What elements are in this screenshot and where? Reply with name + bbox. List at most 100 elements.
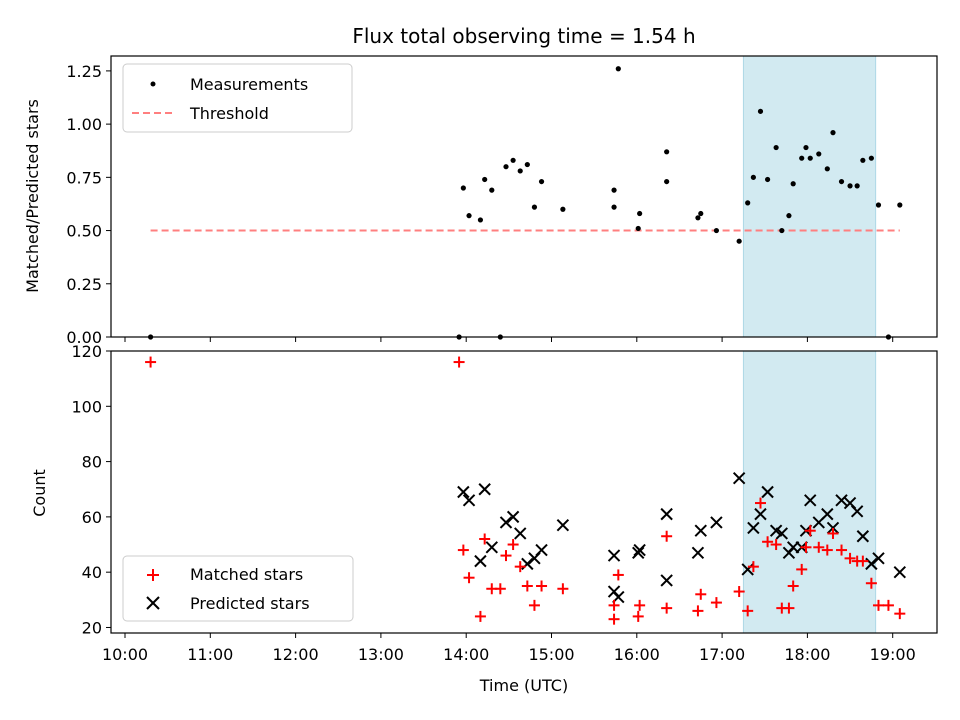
measurements-legend-marker [150,81,156,87]
measurement-point [757,108,764,114]
measurement-point [531,204,538,210]
predicted-star-point [804,494,817,507]
predicted-star-point [660,574,673,587]
matched-star-point [608,613,620,625]
top-y-tick-label: 0.25 [66,275,102,294]
bottom-panel: 20 40 60 80 100 120 10:00 11:00 12:00 13:00 14:00… [30,342,938,695]
chart-title: Flux total observing time = 1.54 h [352,24,695,48]
bottom-x-ticks: 10:00 11:00 12:00 13:00 14:00 15:00 16:00 17:00… [102,633,916,664]
matched-star-point [865,577,877,589]
bottom-y-axis-label: Count [30,469,49,517]
predicted-star-point [485,541,498,554]
x-tick-label: 14:00 [443,645,489,664]
predicted-star-point [850,505,864,518]
predicted-star-point [457,485,470,499]
bottom-y-tick-label: 100 [71,397,102,416]
x-tick-label: 12:00 [273,645,319,664]
measurement-point [875,202,882,208]
predicted-star-point [893,565,907,579]
matched-star-point [804,525,816,537]
matched-star-point [872,599,884,611]
top-panel: 0.00 0.25 0.50 0.75 1.00 1.25 Matched/Predict… [23,55,938,347]
matched-star-point [557,583,569,595]
x-tick-label: 17:00 [699,645,745,664]
matched-star-point [632,610,644,622]
x-axis-label: Time (UTC) [479,676,568,695]
matched-stars-legend-label: Matched stars [190,565,303,584]
predicted-star-point [747,521,760,535]
predicted-star-point [535,543,548,557]
measurement-point [713,227,720,234]
measurement-point [779,227,785,234]
predicted-star-point [710,516,723,529]
top-y-ticks: 0.00 0.25 0.50 0.75 1.00 1.25 [66,62,111,347]
matched-star-point [894,608,906,620]
measurement-point [824,166,830,172]
matched-star-point [695,588,707,600]
matched-star-point [612,569,624,581]
measurement-point [611,204,617,210]
threshold-legend-label: Threshold [189,104,269,123]
matched-star-point [796,563,808,575]
measurement-point [773,144,779,151]
measurement-point [764,176,771,183]
predicted-star-point [754,507,767,521]
matched-star-point [836,544,848,556]
top-axes-frame [110,55,938,338]
top-highlight-band [742,55,877,338]
bottom-y-tick-label: 20 [82,618,102,637]
measurement-point [830,130,836,136]
bottom-y-tick-label: 120 [71,342,102,361]
measurement-point [517,168,523,174]
matched-star-point [608,599,620,611]
matched-star-point [882,599,894,611]
matched-star-point [754,497,766,509]
matched-star-point [528,599,540,611]
matched-star-point [733,586,745,598]
matched-star-point [710,597,722,609]
measurement-point [460,185,466,191]
matched-star-point [783,602,795,614]
matched-star-point [661,602,673,614]
x-tick-label: 15:00 [528,645,574,664]
matched-star-point [813,541,825,553]
matched-star-point [787,580,799,592]
measurement-point [637,210,643,217]
predicted-star-point [691,546,705,560]
bottom-y-ticks: 20 40 60 80 100 120 [71,342,111,637]
matched-star-point [457,544,469,556]
measurement-point [664,149,670,155]
matched-stars-legend-marker [147,569,159,581]
measurement-point [664,178,670,185]
x-tick-label: 16:00 [614,645,660,664]
measurement-point [736,238,742,244]
matched-star-point [494,583,506,595]
measurement-point [695,215,701,221]
top-y-tick-label: 0.75 [66,168,102,187]
measurement-point [786,213,792,219]
matched-star-point [536,580,548,592]
matched-star-point [827,527,839,539]
measurement-point [816,151,822,157]
x-tick-label: 13:00 [358,645,404,664]
x-tick-label: 19:00 [870,645,916,664]
measurement-point [489,187,495,193]
predicted-star-point [694,524,707,537]
top-y-axis-label: Matched/Predicted stars [23,99,42,293]
measurement-point [790,181,796,187]
measurement-point [698,210,704,217]
predicted-star-point [761,485,774,499]
top-highlight-span [742,55,877,338]
measurements-series [147,66,903,340]
matched-star-point [661,530,673,542]
predicted-stars-series [457,471,907,604]
measurement-point [807,155,813,161]
measurement-point [635,225,641,232]
predicted-star-point [474,554,487,568]
matched-star-point [514,561,526,573]
top-x-ticks [124,337,894,342]
bottom-legend: Matched stars Predicted stars [122,555,354,622]
top-y-tick-label: 1.25 [66,62,102,81]
matched-star-point [500,550,512,562]
